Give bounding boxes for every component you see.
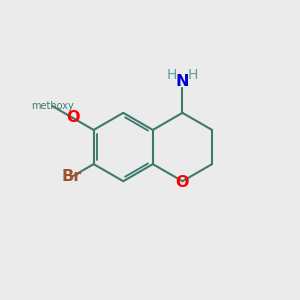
Text: H: H xyxy=(167,68,177,83)
Text: methoxy: methoxy xyxy=(31,101,74,111)
Text: Br: Br xyxy=(61,169,82,184)
Text: O: O xyxy=(176,175,189,190)
Text: O: O xyxy=(66,110,79,125)
Text: H: H xyxy=(188,68,198,83)
Text: N: N xyxy=(176,74,189,89)
